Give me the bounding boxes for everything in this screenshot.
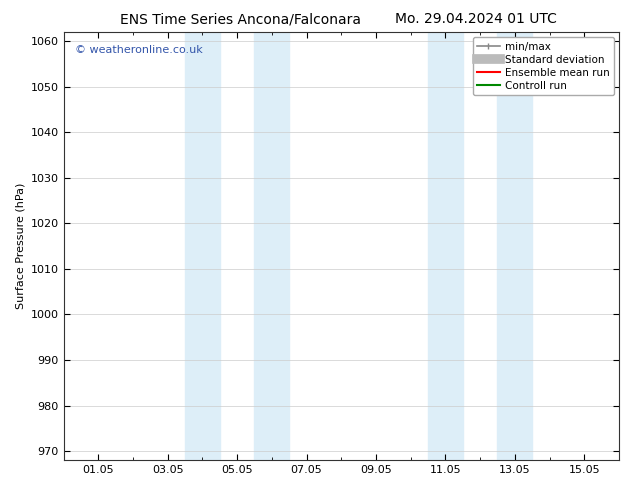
Text: ENS Time Series Ancona/Falconara: ENS Time Series Ancona/Falconara [120,12,361,26]
Legend: min/max, Standard deviation, Ensemble mean run, Controll run: min/max, Standard deviation, Ensemble me… [472,37,614,95]
Bar [254,32,289,460]
Text: Mo. 29.04.2024 01 UTC: Mo. 29.04.2024 01 UTC [394,12,557,26]
Bar [498,32,532,460]
Y-axis label: Surface Pressure (hPa): Surface Pressure (hPa) [15,183,25,309]
Bar [428,32,463,460]
Bar [185,32,220,460]
Text: © weatheronline.co.uk: © weatheronline.co.uk [75,45,202,55]
